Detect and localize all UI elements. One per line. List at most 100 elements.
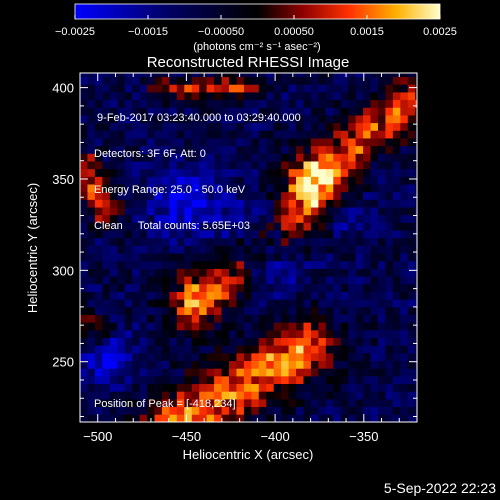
heatmap-cell [176, 237, 185, 246]
heatmap-cell [161, 322, 170, 331]
heatmap-cell [266, 375, 275, 385]
heatmap-cell [221, 368, 230, 377]
heatmap-cell [333, 138, 342, 147]
heatmap-cell [415, 184, 417, 193]
heatmap-cell [94, 299, 103, 308]
heatmap-cell [139, 191, 148, 200]
heatmap-cell [296, 92, 304, 101]
heatmap-cell [296, 184, 304, 193]
heatmap-cell [87, 406, 96, 415]
heatmap-cell [400, 214, 409, 223]
heatmap-cell [80, 115, 88, 124]
heatmap-cell [109, 73, 118, 78]
info-line: Energy Range: 25.0 - 50.0 keV [94, 184, 246, 196]
heatmap-cell [251, 253, 260, 262]
heatmap-cell [132, 145, 140, 154]
heatmap-cell [348, 283, 357, 292]
heatmap-cell [355, 391, 364, 400]
heatmap-cell [377, 253, 386, 262]
heatmap-cell [325, 283, 334, 292]
heatmap-cell [400, 76, 409, 85]
heatmap-cell [415, 199, 417, 208]
heatmap-cell [109, 391, 118, 400]
heatmap-cell [415, 314, 417, 323]
heatmap-cell [139, 337, 148, 346]
heatmap-cell [281, 73, 289, 78]
heatmap-cell [124, 122, 133, 131]
heatmap-cell [310, 222, 319, 231]
heatmap-cell [310, 260, 319, 269]
heatmap-cell [340, 237, 349, 246]
heatmap-cell [147, 115, 155, 124]
heatmap-cell [80, 130, 88, 139]
heatmap-cell [139, 84, 148, 93]
heatmap-cell [303, 253, 312, 262]
heatmap-cell [258, 73, 267, 78]
heatmap-cell [132, 237, 140, 246]
heatmap-cell [325, 73, 334, 78]
heatmap-cell [169, 99, 178, 108]
heatmap-cell [281, 92, 289, 101]
heatmap-cell [363, 268, 371, 277]
heatmap-cell [191, 99, 200, 108]
heatmap-cell [281, 352, 289, 361]
heatmap-cell [132, 214, 140, 223]
heatmap-cell [400, 84, 409, 93]
heatmap-cell [266, 245, 275, 254]
heatmap-cell [124, 176, 133, 185]
heatmap-cell [296, 337, 304, 346]
heatmap-cell [214, 207, 222, 216]
heatmap-cell [363, 73, 371, 78]
heatmap-cell [251, 138, 260, 147]
heatmap-cell [392, 314, 401, 323]
heatmap-cell [161, 245, 170, 254]
heatmap-cell [117, 161, 126, 170]
heatmap-cell [415, 245, 417, 254]
heatmap-cell [392, 322, 401, 331]
heatmap-cell [109, 199, 118, 208]
heatmap-cell [296, 360, 304, 369]
heatmap [80, 73, 417, 422]
heatmap-cell [288, 406, 297, 415]
heatmap-cell [310, 73, 319, 78]
heatmap-cell [199, 283, 208, 292]
heatmap-cell [363, 345, 371, 354]
heatmap-cell [191, 253, 200, 262]
heatmap-cell [377, 360, 386, 369]
heatmap-cell [340, 191, 349, 200]
heatmap-cell [206, 153, 215, 162]
heatmap-cell [310, 92, 319, 101]
heatmap-cell [154, 391, 163, 400]
heatmap-cell [400, 406, 409, 415]
heatmap-cell [87, 122, 96, 131]
heatmap-cell [385, 352, 394, 361]
heatmap-cell [147, 283, 155, 292]
heatmap-cell [288, 345, 297, 354]
heatmap-cell [318, 329, 327, 338]
heatmap-cell [340, 276, 349, 285]
heatmap-cell [407, 322, 416, 331]
heatmap-cell [348, 99, 357, 108]
heatmap-cell [124, 406, 133, 415]
heatmap-cell [124, 368, 133, 377]
heatmap-cell [80, 184, 88, 193]
heatmap-cell [377, 337, 386, 346]
heatmap-cell [370, 92, 379, 101]
heatmap-cell [370, 245, 379, 254]
heatmap-cell [325, 161, 334, 170]
heatmap-cell [214, 99, 222, 108]
heatmap-cell [102, 322, 111, 331]
heatmap-cell [273, 237, 282, 246]
heatmap-cell [236, 406, 245, 415]
heatmap-cell [392, 214, 401, 223]
heatmap-cell [310, 383, 319, 392]
heatmap-cell [80, 391, 88, 400]
heatmap-cell [236, 337, 245, 346]
heatmap-cell [184, 299, 193, 308]
heatmap-cell [392, 76, 401, 85]
heatmap-cell [258, 329, 267, 338]
heatmap-cell [273, 398, 282, 408]
heatmap-cell [377, 368, 386, 377]
heatmap-cell [377, 115, 386, 124]
heatmap-cell [333, 306, 342, 315]
